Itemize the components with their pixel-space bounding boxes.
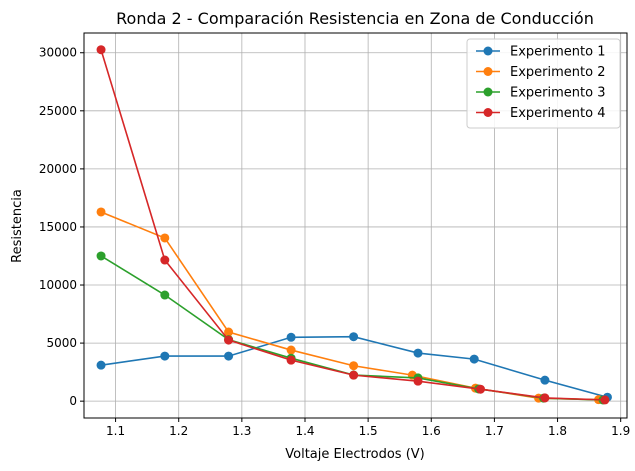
- x-tick-label: 1.5: [359, 424, 378, 438]
- data-point: [286, 345, 296, 355]
- series-group: [96, 45, 612, 405]
- chart-title: Ronda 2 - Comparación Resistencia en Zon…: [116, 9, 594, 28]
- y-tick-label: 5000: [46, 336, 77, 350]
- x-tick-label: 1.1: [106, 424, 125, 438]
- x-tick-label: 1.8: [548, 424, 567, 438]
- data-point: [160, 351, 170, 361]
- data-point: [160, 255, 170, 265]
- y-tick-label: 25000: [39, 104, 77, 118]
- plot-frame: [83, 32, 628, 419]
- series-line-2: [100, 211, 599, 401]
- y-tick-label: 20000: [39, 162, 77, 176]
- data-point: [469, 354, 479, 364]
- legend-marker: [483, 67, 493, 76]
- legend-label: Experimento 3: [510, 86, 605, 101]
- data-point: [286, 332, 296, 342]
- data-point: [224, 335, 234, 345]
- data-point: [96, 207, 106, 217]
- legend-marker: [483, 46, 493, 56]
- legend-label: Experimento 2: [510, 65, 605, 80]
- data-point: [96, 45, 106, 55]
- data-point: [349, 361, 359, 371]
- legend-marker: [483, 87, 493, 97]
- data-point: [600, 395, 610, 405]
- data-point: [286, 355, 296, 365]
- legend-box: [466, 38, 621, 129]
- data-point: [413, 348, 423, 358]
- data-point: [540, 393, 550, 403]
- x-tick-label: 1.7: [485, 424, 504, 438]
- x-tick-label: 1.6: [422, 424, 441, 438]
- data-point: [476, 384, 486, 394]
- x-axis-label: Voltaje Electrodos (V): [285, 447, 424, 462]
- data-point: [96, 251, 106, 261]
- ticks: 1.1 1.2 1.3 1.4 1.5 1.6 1.7 1.8 1.9 0 5000 10000 150…: [39, 46, 630, 438]
- data-point: [224, 327, 234, 337]
- x-tick-label: 1.3: [232, 424, 251, 438]
- grid: [84, 33, 627, 418]
- legend: Experimento 1 Experimento 2 Experimento 3 E…: [466, 38, 621, 129]
- x-tick-label: 1.4: [295, 424, 314, 438]
- data-point: [349, 332, 359, 342]
- data-point: [160, 290, 170, 300]
- y-tick-label: 0: [69, 394, 77, 408]
- y-tick-label: 15000: [39, 220, 77, 234]
- data-point: [413, 376, 423, 386]
- y-axis-label: Resistencia: [10, 189, 25, 263]
- y-tick-label: 10000: [39, 278, 77, 292]
- data-point: [540, 375, 550, 385]
- x-tick-label: 1.2: [169, 424, 188, 438]
- legend-label: Experimento 4: [510, 106, 605, 121]
- data-point: [96, 360, 106, 370]
- y-tick-label: 30000: [39, 46, 77, 60]
- data-point: [160, 233, 170, 243]
- legend-marker: [483, 108, 493, 117]
- data-point: [224, 351, 234, 361]
- legend-label: Experimento 1: [510, 45, 605, 60]
- x-tick-label: 1.9: [611, 424, 630, 438]
- data-point: [349, 370, 359, 380]
